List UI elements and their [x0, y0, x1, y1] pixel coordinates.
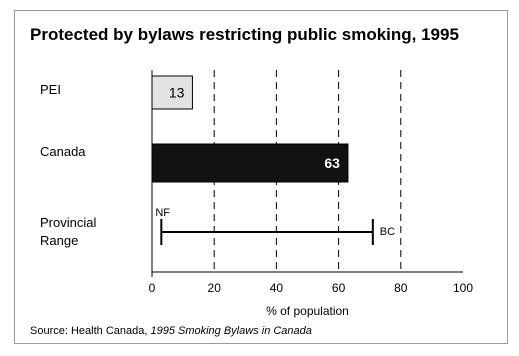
- bar-canada: [151, 143, 349, 183]
- category-label-2: Provincial Range: [40, 215, 96, 248]
- chart-title: Protected by bylaws restricting public s…: [30, 25, 459, 44]
- source-prefix: Source: Health Canada,: [30, 325, 151, 337]
- x-tick-label-80: 80: [394, 281, 408, 295]
- x-tick-label-0: 0: [149, 281, 156, 295]
- x-tick-label-40: 40: [270, 281, 284, 295]
- source-title: 1995 Smoking Bylaws in Canada: [150, 325, 312, 337]
- x-tick-label-60: 60: [332, 281, 346, 295]
- range-high-label: BC: [380, 226, 395, 238]
- source-note: Source: Health Canada, 1995 Smoking Byla…: [30, 325, 312, 337]
- range-low-label: NF: [155, 207, 170, 219]
- category-label-1: Canada: [40, 144, 86, 159]
- x-axis-label: % of population: [266, 304, 349, 318]
- category-label-line: Provincial: [40, 215, 96, 230]
- x-tick-label-20: 20: [208, 281, 222, 295]
- x-tick-label-100: 100: [453, 281, 473, 295]
- category-label-0: PEI: [40, 82, 61, 97]
- bar-value-label-canada: 63: [324, 155, 340, 171]
- category-label-line: Range: [40, 233, 78, 248]
- bar-value-label-pei: 13: [169, 85, 185, 101]
- bar-pei: [151, 75, 193, 110]
